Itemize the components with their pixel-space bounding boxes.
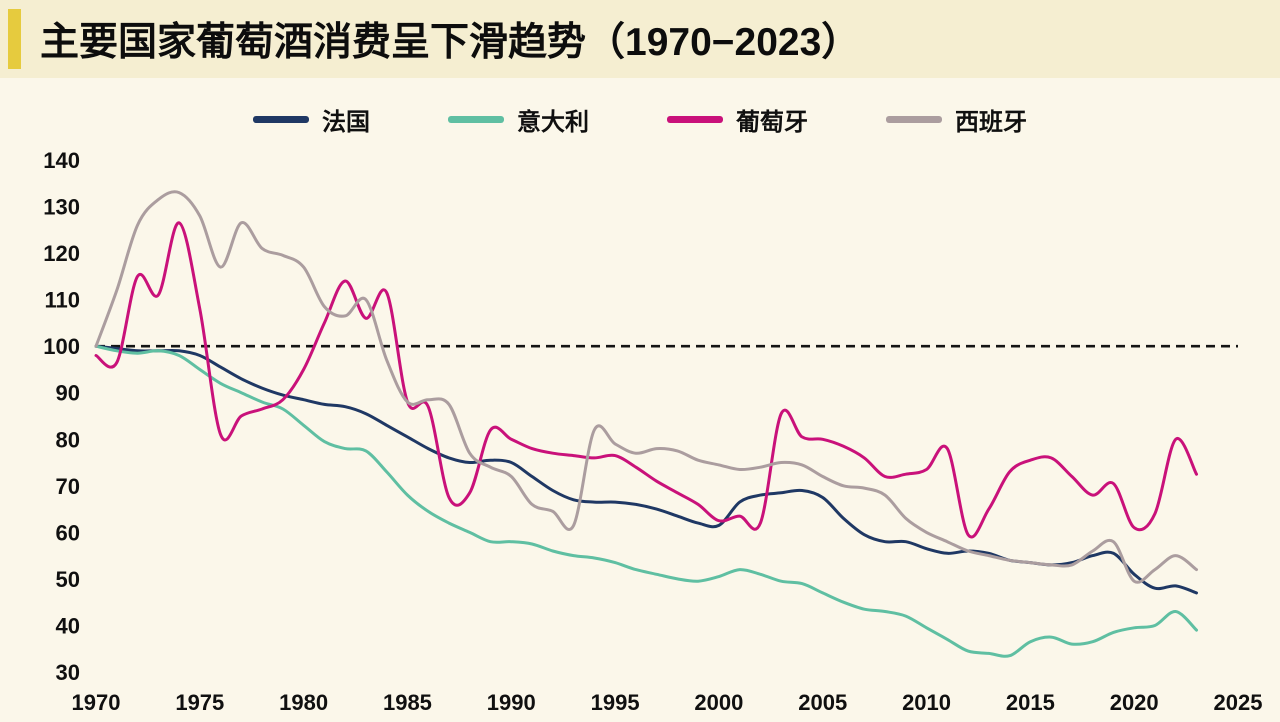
y-tick-30: 30 — [56, 660, 80, 685]
y-tick-90: 90 — [56, 381, 80, 406]
y-tick-130: 130 — [43, 195, 80, 220]
x-tick-1990: 1990 — [487, 690, 536, 715]
y-tick-60: 60 — [56, 520, 80, 545]
y-tick-40: 40 — [56, 613, 80, 638]
y-tick-50: 50 — [56, 567, 80, 592]
title-bar: 主要国家葡萄酒消费呈下滑趋势（1970−2023） — [0, 0, 1280, 78]
y-tick-70: 70 — [56, 474, 80, 499]
y-tick-110: 110 — [45, 288, 81, 313]
legend-item-france: 法国 — [253, 102, 370, 137]
y-tick-80: 80 — [56, 427, 80, 452]
y-tick-100: 100 — [43, 334, 80, 359]
title-accent-bar — [8, 9, 21, 69]
x-tick-2025: 2025 — [1214, 690, 1263, 715]
legend-swatch-portugal — [667, 115, 723, 123]
x-tick-2010: 2010 — [902, 690, 951, 715]
y-tick-120: 120 — [43, 241, 80, 266]
x-tick-2020: 2020 — [1110, 690, 1159, 715]
legend-item-italy: 意大利 — [448, 102, 589, 137]
x-tick-1995: 1995 — [591, 690, 640, 715]
x-tick-2000: 2000 — [694, 690, 743, 715]
series-line-spain — [94, 190, 1198, 584]
legend-label-spain: 西班牙 — [955, 108, 1027, 136]
x-tick-2005: 2005 — [798, 690, 847, 715]
series-line-italy — [94, 344, 1198, 658]
x-tick-1975: 1975 — [175, 690, 224, 715]
y-tick-140: 140 — [43, 148, 80, 173]
series-line-portugal — [94, 221, 1198, 539]
x-tick-1980: 1980 — [279, 690, 328, 715]
legend-label-italy: 意大利 — [517, 108, 589, 136]
series-line-france — [94, 344, 1198, 595]
legend-item-portugal: 葡萄牙 — [667, 102, 808, 137]
legend-label-portugal: 葡萄牙 — [736, 108, 808, 136]
legend-swatch-italy — [448, 115, 504, 123]
chart-title: 主要国家葡萄酒消费呈下滑趋势（1970−2023） — [40, 21, 861, 64]
x-tick-2015: 2015 — [1006, 690, 1055, 715]
legend-swatch-france — [253, 115, 309, 123]
x-tick-1970: 1970 — [72, 690, 121, 715]
legend-label-france: 法国 — [322, 108, 370, 136]
x-tick-1985: 1985 — [383, 690, 432, 715]
legend: 法国 意大利 葡萄牙 西班牙 — [0, 78, 1280, 140]
legend-swatch-spain — [886, 115, 942, 123]
line-chart: 140 130 120 110 100 90 80 70 60 50 40 30 1970 1975 198… — [43, 148, 1263, 715]
legend-item-spain: 西班牙 — [886, 102, 1027, 137]
